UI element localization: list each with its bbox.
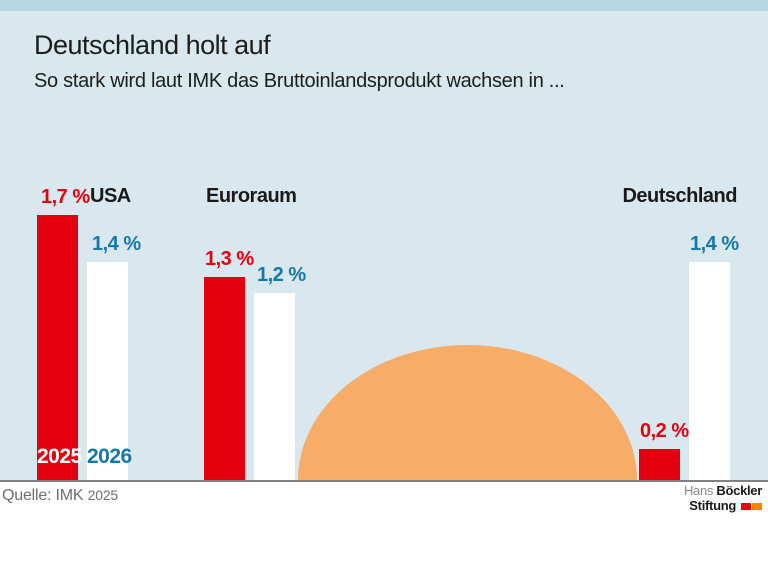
- top-accent-band: [0, 0, 768, 11]
- publisher-logo: Hans Böckler Stiftung: [684, 483, 762, 513]
- value-label-deutschland-2025: 0,2 %: [640, 420, 689, 442]
- baseline-axis: [0, 480, 768, 482]
- group-label-euroraum: Euroraum: [206, 185, 297, 207]
- logo-hans: Hans: [683, 483, 717, 498]
- logo-line2: Stiftung: [684, 498, 762, 513]
- value-label-deutschland-2026: 1,4 %: [690, 233, 739, 255]
- value-label-usa-2026: 1,4 %: [92, 233, 141, 255]
- source-year: 2025: [87, 487, 119, 503]
- source-text: Quelle: IMK 2025: [2, 487, 118, 505]
- year-label-2026: 2026: [87, 445, 132, 468]
- source-prefix: Quelle: IMK: [2, 487, 88, 504]
- bar-deutschland-2026: [689, 262, 730, 480]
- value-label-euroraum-2026: 1,2 %: [257, 264, 306, 286]
- bar-deutschland-2025: [639, 449, 680, 480]
- group-label-usa: USA: [90, 185, 131, 207]
- value-label-euroraum-2025: 1,3 %: [205, 248, 254, 270]
- bar-euroraum-2026: [254, 293, 295, 480]
- page-title: Deutschland holt auf: [34, 30, 271, 60]
- logo-line1: Hans Böckler: [684, 483, 762, 498]
- page-subtitle: So stark wird laut IMK das Bruttoinlands…: [34, 70, 565, 92]
- bar-usa-2026: [87, 262, 128, 480]
- value-label-usa-2025: 1,7 %: [41, 186, 90, 208]
- logo-red-square-icon: [741, 503, 751, 510]
- logo-orange-square-icon: [752, 503, 762, 510]
- year-label-2025: 2025: [37, 445, 82, 468]
- bar-usa-2025: [37, 215, 78, 480]
- logo-boeckler: Böckler: [716, 483, 762, 498]
- group-label-deutschland: Deutschland: [622, 185, 737, 207]
- logo-stiftung: Stiftung: [689, 498, 736, 513]
- bar-euroraum-2025: [204, 277, 245, 480]
